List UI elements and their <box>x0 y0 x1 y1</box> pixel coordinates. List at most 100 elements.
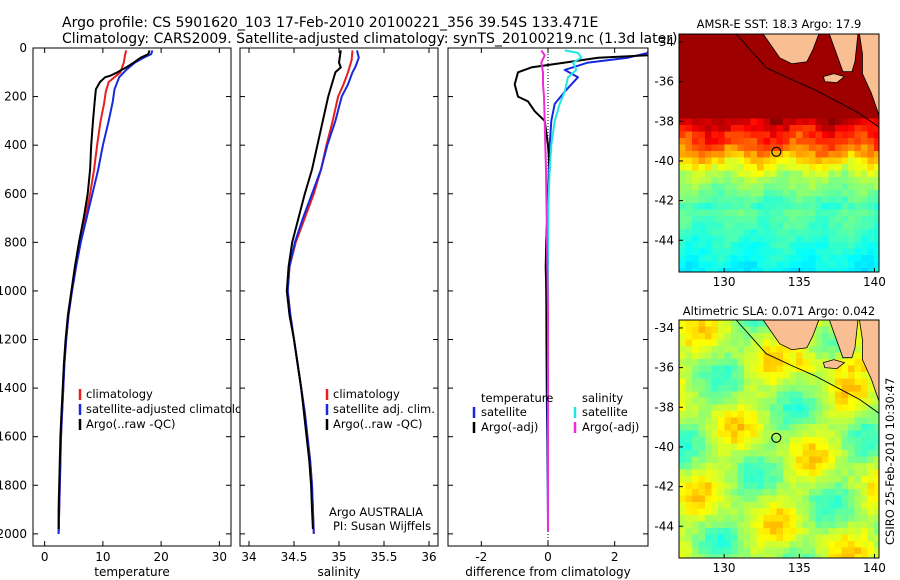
map-cell <box>848 216 855 223</box>
map-cell <box>770 521 777 529</box>
map-cell <box>731 66 738 74</box>
map-cell <box>757 417 764 425</box>
map-cell <box>835 391 842 399</box>
map-cell <box>757 391 764 399</box>
legend-label: climatology <box>333 387 400 401</box>
map-cell <box>796 359 803 366</box>
map-cell <box>744 196 751 204</box>
map-cell <box>711 222 719 230</box>
xtick-label: 130 <box>713 275 736 289</box>
map-cell <box>861 235 868 243</box>
map-cell <box>718 456 725 464</box>
map-cell <box>815 60 823 67</box>
map-cell <box>705 456 712 464</box>
map-cell <box>705 476 712 483</box>
map-cell <box>796 502 803 509</box>
map-cell <box>809 495 816 503</box>
map-cell <box>861 177 868 184</box>
map-cell <box>776 216 784 223</box>
map-cell <box>854 404 862 412</box>
map-cell <box>685 534 693 542</box>
legend-label: climatology <box>86 387 153 401</box>
map-cell <box>867 255 875 262</box>
map-cell <box>828 326 836 334</box>
map-cell <box>861 411 868 418</box>
map-cell <box>685 216 693 223</box>
map-cell <box>698 378 706 386</box>
map-cell <box>711 131 719 139</box>
map-cell <box>841 177 849 184</box>
map-cell <box>854 138 862 145</box>
map-cell <box>724 359 732 366</box>
map-cell <box>789 157 797 165</box>
map-cell <box>776 359 784 366</box>
map-cell <box>789 489 797 496</box>
map-cell <box>854 105 862 113</box>
map-cell <box>698 443 706 451</box>
map-cell <box>809 53 816 61</box>
map-cell <box>776 157 784 165</box>
map-cell <box>744 255 751 262</box>
map-cell <box>705 359 712 366</box>
map-cell <box>854 66 862 74</box>
map-cell <box>750 216 758 223</box>
map-cell <box>698 209 706 217</box>
map-cell <box>711 443 719 451</box>
map-cell <box>841 112 849 119</box>
map-cell <box>822 138 829 145</box>
map-cell <box>711 164 719 171</box>
map-cell <box>841 476 849 483</box>
map-cell <box>698 528 706 535</box>
map-cell <box>685 430 693 438</box>
map-cell <box>854 73 862 80</box>
map-cell <box>789 131 797 139</box>
map-cell <box>822 456 829 464</box>
map-cell <box>809 469 816 477</box>
map-cell <box>802 105 810 113</box>
map-cell <box>783 60 790 67</box>
map-cell <box>711 398 719 405</box>
map-cell <box>828 333 836 340</box>
map-cell <box>737 112 745 119</box>
xtick-label: 140 <box>863 275 886 289</box>
map-cell <box>841 86 849 93</box>
map-cell <box>711 359 719 366</box>
map-cell <box>776 456 784 464</box>
map-cell <box>692 47 699 54</box>
map-cell <box>848 528 855 535</box>
map-cell <box>705 248 712 256</box>
map-cell <box>744 326 751 334</box>
map-cell <box>763 489 771 496</box>
map-cell <box>692 157 699 165</box>
map-cell <box>763 190 771 197</box>
map-cell <box>783 554 790 558</box>
map-cell <box>828 372 836 379</box>
map-cell <box>835 125 842 132</box>
map-cell <box>757 268 764 272</box>
map-cell <box>789 177 797 184</box>
map-cell <box>770 365 777 373</box>
map-cell <box>692 196 699 204</box>
map-cell <box>750 53 758 61</box>
map-cell <box>737 437 745 444</box>
map-cell <box>867 112 875 119</box>
map-cell <box>763 222 771 230</box>
map-cell <box>867 385 875 392</box>
map-cell <box>731 131 738 139</box>
map-cell <box>809 105 816 113</box>
map-cell <box>679 430 686 438</box>
map-cell <box>822 391 829 399</box>
map-cell <box>718 209 725 217</box>
map-cell <box>854 86 862 93</box>
map-cell <box>731 183 738 191</box>
map-cell <box>815 372 823 379</box>
map-cell <box>692 515 699 522</box>
map-cell <box>809 112 816 119</box>
map-cell <box>854 144 862 152</box>
map-cell <box>822 261 829 269</box>
map-cell <box>789 164 797 171</box>
map-cell <box>861 476 868 483</box>
map-cell <box>750 476 758 483</box>
map-cell <box>776 365 784 373</box>
